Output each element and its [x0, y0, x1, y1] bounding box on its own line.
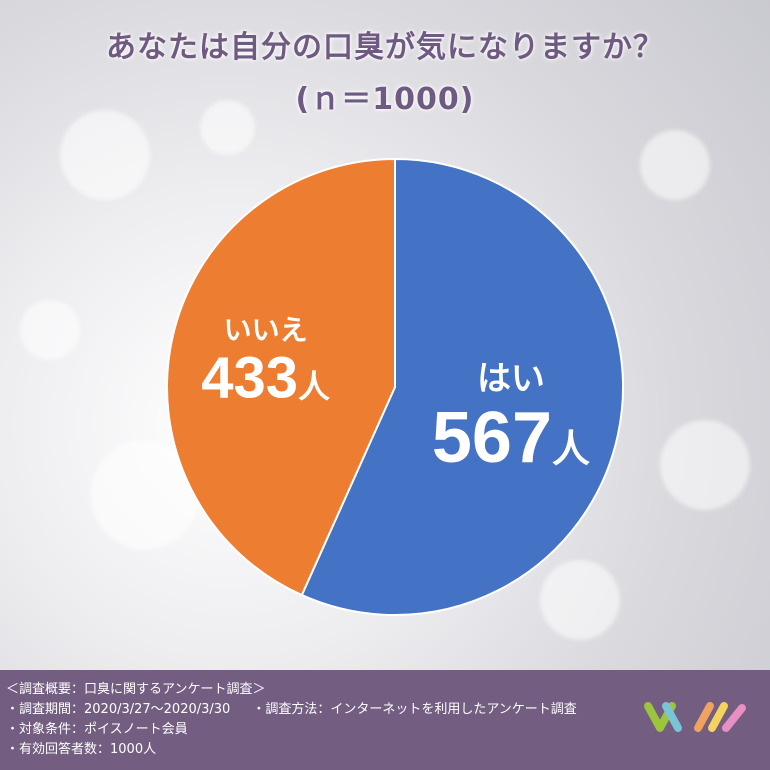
pie-slice-yes — [300, 157, 624, 616]
slice-value-yes: 567人 — [432, 398, 590, 478]
survey-period-method: ・調査期間：2020/3/27〜2020/3/30 ・調査方法：インターネットを利… — [6, 700, 770, 720]
survey-footer: ＜調査概要：口臭に関するアンケート調査＞ ・調査期間：2020/3/27〜202… — [0, 670, 770, 770]
bokeh-light — [640, 130, 710, 200]
slice-label-no: いいえ — [224, 313, 308, 346]
slice-value-no: 433人 — [201, 345, 330, 410]
bokeh-light — [660, 420, 750, 510]
bokeh-light — [540, 560, 620, 640]
survey-method: ・調査方法：インターネットを利用したアンケート調査 — [252, 702, 577, 717]
survey-respondents: ・有効回答者数：1000人 — [6, 742, 157, 757]
slice-label-yes: はい — [477, 359, 545, 399]
survey-period: ・調査期間：2020/3/27〜2020/3/30 — [6, 702, 231, 717]
chart-title: あなたは自分の口臭が気になりますか？ — [106, 30, 664, 65]
bokeh-light — [20, 300, 80, 360]
bokeh-light — [200, 100, 255, 155]
bokeh-light — [60, 110, 150, 200]
pie-slice-no — [166, 157, 396, 597]
brand-logo — [644, 702, 746, 732]
survey-overview: ＜調査概要：口臭に関するアンケート調査＞ — [6, 682, 266, 697]
survey-target: ・対象条件：ポイスノート会員 — [6, 722, 188, 737]
chart-subtitle: (ｎ＝1000) — [295, 82, 475, 117]
